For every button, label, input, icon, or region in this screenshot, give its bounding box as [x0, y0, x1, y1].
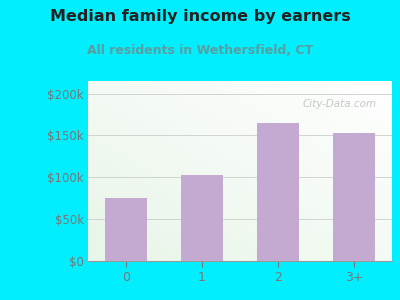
Text: Median family income by earners: Median family income by earners	[50, 9, 350, 24]
Bar	[181, 175, 223, 261]
Bar	[257, 123, 299, 261]
Bar	[333, 133, 375, 261]
Text: City-Data.com: City-Data.com	[303, 99, 377, 109]
Bar	[105, 198, 147, 261]
Text: All residents in Wethersfield, CT: All residents in Wethersfield, CT	[87, 44, 313, 56]
